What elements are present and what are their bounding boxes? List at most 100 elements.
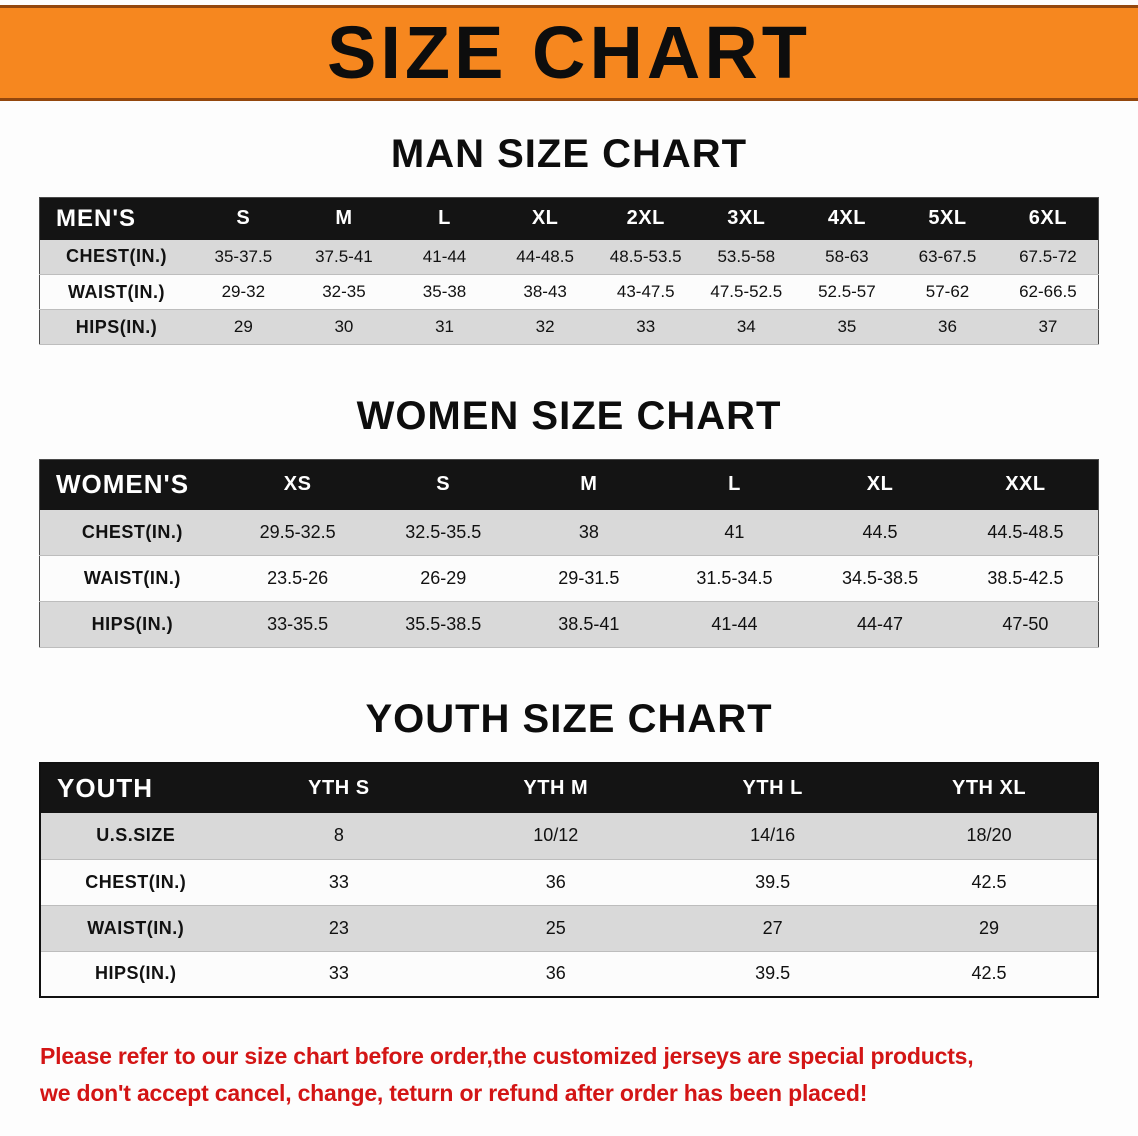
- size-value-cell: 47.5-52.5: [710, 282, 783, 301]
- size-column-header: S: [236, 207, 251, 230]
- size-value-cell: 25: [545, 917, 566, 938]
- men-size-section: MAN SIZE CHART MEN'S S M L XL 2XL 3XL 4XL 5XL 6XL…: [0, 131, 1138, 345]
- size-value-cell: 23.5-26: [267, 568, 329, 588]
- size-value-cell: 32-35: [322, 282, 366, 301]
- size-value-cell: 35-38: [422, 282, 467, 301]
- size-value-cell: 14/16: [750, 825, 796, 846]
- size-value-cell: 29.5-32.5: [259, 521, 336, 542]
- size-value-cell: 42.5: [971, 963, 1007, 984]
- size-value-cell: 29: [979, 917, 1000, 938]
- size-value-cell: 41: [724, 521, 745, 542]
- women-section-heading: WOMEN SIZE CHART: [356, 394, 782, 438]
- size-column-header: 5XL: [928, 207, 967, 230]
- size-column-header: L: [728, 473, 741, 496]
- row-label-cell: WAIST(IN.): [68, 281, 166, 302]
- row-label-cell: CHEST(IN.): [81, 521, 183, 542]
- size-column-header: 3XL: [727, 207, 766, 230]
- size-value-cell: 36: [545, 871, 566, 892]
- page-title: SIZE CHART: [327, 11, 811, 94]
- table-header-row: MEN'S S M L XL 2XL 3XL 4XL 5XL 6XL: [39, 197, 1099, 240]
- men-size-table: MEN'S S M L XL 2XL 3XL 4XL 5XL 6XL CHEST(IN.) 35-37…: [39, 197, 1099, 345]
- women-size-table: WOMEN'S XS S M L XL XXL CHEST(IN.) 29.5-32.5 32.5…: [39, 459, 1099, 648]
- size-value-cell: 34: [736, 317, 756, 336]
- size-value-cell: 33: [636, 317, 656, 336]
- row-label-cell: CHEST(IN.): [66, 246, 168, 267]
- size-column-header: M: [580, 473, 598, 496]
- size-value-cell: 32.5-35.5: [405, 521, 482, 542]
- size-column-header: 6XL: [1028, 207, 1067, 230]
- disclaimer-text: Please refer to our size chart before or…: [40, 1043, 974, 1106]
- size-value-cell: 44.5: [862, 521, 898, 542]
- size-value-cell: 67.5-72: [1019, 246, 1077, 266]
- row-label-cell: HIPS(IN.): [94, 963, 177, 984]
- table-title-cell: MEN'S: [56, 204, 137, 232]
- size-value-cell: 52.5-57: [818, 282, 876, 301]
- measurement-row: CHEST(IN.) 29.5-32.5 32.5-35.5 38 41 44.5 44.5…: [39, 509, 1099, 556]
- size-value-cell: 39.5: [755, 871, 791, 892]
- size-value-cell: 41-44: [711, 614, 758, 634]
- size-value-cell: 31.5-34.5: [696, 568, 773, 588]
- row-label-cell: U.S.SIZE: [96, 825, 176, 846]
- size-value-cell: 23: [328, 917, 349, 938]
- size-value-cell: 32: [535, 317, 555, 336]
- women-size-section: WOMEN SIZE CHART WOMEN'S XS S M L XL XXL CHEST(…: [0, 393, 1138, 648]
- measurement-row: WAIST(IN.) 23 25 27 29: [40, 905, 1098, 951]
- measurement-row: WAIST(IN.) 29-32 32-35 35-38 38-43 43-47.5 47.…: [39, 274, 1099, 310]
- size-value-cell: 57-62: [925, 282, 970, 301]
- size-value-cell: 36: [938, 317, 957, 336]
- size-value-cell: 30: [334, 317, 354, 336]
- size-value-cell: 29-31.5: [558, 568, 620, 588]
- size-value-cell: 37.5-41: [315, 246, 373, 266]
- measurement-row: WAIST(IN.) 23.5-26 26-29 29-31.5 31.5-34.5 34…: [39, 555, 1099, 602]
- size-value-cell: 33: [328, 963, 349, 984]
- size-value-cell: 35: [837, 317, 857, 336]
- size-value-cell: 37: [1038, 317, 1058, 336]
- size-column-header: S: [436, 473, 451, 496]
- size-value-cell: 10/12: [533, 825, 579, 846]
- size-value-cell: 33-35.5: [267, 614, 329, 634]
- row-label-cell: HIPS(IN.): [75, 316, 158, 337]
- title-banner: SIZE CHART: [0, 5, 1138, 101]
- measurement-row: U.S.SIZE 8 10/12 14/16 18/20: [40, 813, 1098, 859]
- size-value-cell: 38-43: [523, 282, 567, 301]
- size-value-cell: 34.5-38.5: [842, 568, 919, 588]
- size-value-cell: 47-50: [1002, 614, 1049, 634]
- size-value-cell: 44-48.5: [516, 246, 574, 266]
- table-title-cell: YOUTH: [57, 773, 153, 803]
- size-value-cell: 18/20: [966, 825, 1012, 846]
- size-value-cell: 63-67.5: [918, 246, 977, 266]
- size-value-cell: 38.5-41: [558, 614, 620, 634]
- size-value-cell: 58-63: [825, 246, 869, 266]
- youth-section-heading: YOUTH SIZE CHART: [365, 697, 773, 741]
- table-header-row: YOUTH YTH S YTH M YTH L YTH XL: [40, 763, 1098, 813]
- size-column-header: L: [438, 207, 451, 230]
- size-value-cell: 29-32: [221, 282, 266, 301]
- size-value-cell: 39.5: [755, 963, 791, 984]
- size-column-header: YTH S: [308, 777, 370, 799]
- size-value-cell: 44.5-48.5: [987, 521, 1064, 542]
- measurement-row: HIPS(IN.) 29 30 31 32 33 34 35 36 37: [39, 309, 1099, 345]
- size-value-cell: 33: [328, 871, 349, 892]
- size-value-cell: 38.5-42.5: [987, 568, 1064, 588]
- table-header-row: WOMEN'S XS S M L XL XXL: [39, 459, 1099, 510]
- men-section-heading: MAN SIZE CHART: [390, 132, 748, 176]
- size-column-header: M: [335, 207, 353, 230]
- size-value-cell: 62-66.5: [1019, 282, 1077, 301]
- size-column-header: XXL: [1005, 473, 1046, 496]
- size-column-header: XL: [531, 207, 559, 230]
- youth-size-table: YOUTH YTH S YTH M YTH L YTH XL U.S.SIZE 8 10/12…: [39, 762, 1099, 998]
- table-title-cell: WOMEN'S: [56, 469, 190, 500]
- row-label-cell: CHEST(IN.): [85, 871, 187, 892]
- size-value-cell: 53.5-58: [717, 246, 776, 266]
- size-value-cell: 41-44: [422, 246, 467, 266]
- row-label-cell: HIPS(IN.): [91, 614, 174, 634]
- size-value-cell: 35-37.5: [214, 246, 273, 266]
- size-value-cell: 31: [435, 317, 454, 336]
- size-value-cell: 26-29: [420, 568, 467, 588]
- size-column-header: 4XL: [827, 207, 866, 230]
- size-value-cell: 8: [333, 825, 344, 846]
- measurement-row: CHEST(IN.) 35-37.5 37.5-41 41-44 44-48.5 48.5…: [39, 239, 1099, 275]
- size-value-cell: 43-47.5: [616, 282, 675, 301]
- measurement-row: HIPS(IN.) 33 36 39.5 42.5: [40, 951, 1098, 997]
